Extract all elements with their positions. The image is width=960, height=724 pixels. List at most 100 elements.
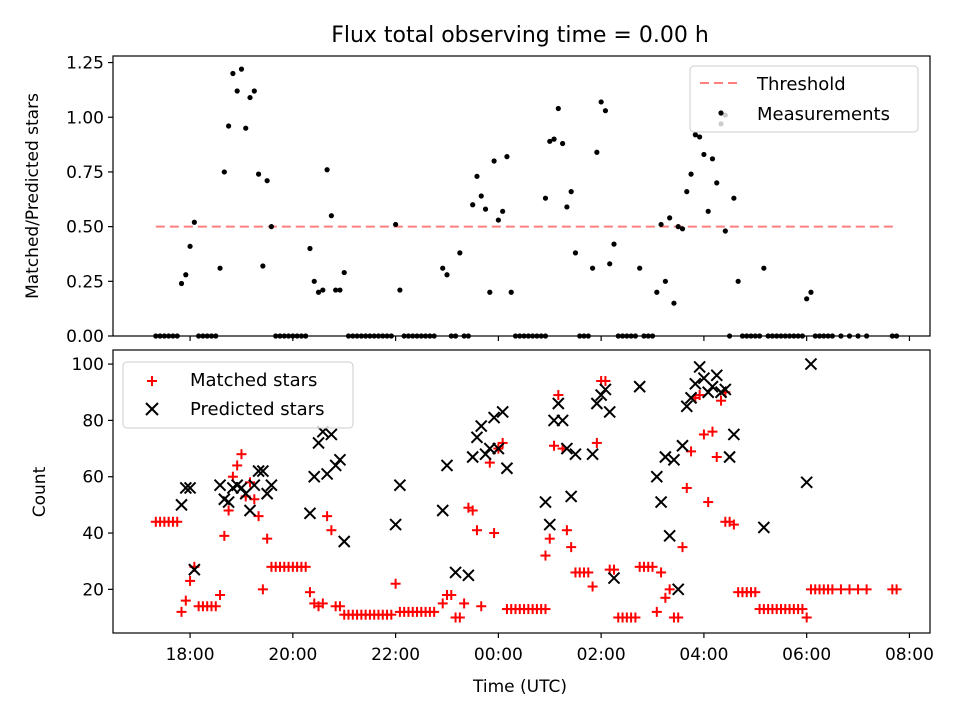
matched-star-point xyxy=(553,390,564,401)
matched-star-point xyxy=(587,581,598,592)
measurement-point xyxy=(457,250,463,256)
matched-star-point xyxy=(210,601,221,612)
matched-star-point xyxy=(681,482,692,493)
chart-title: Flux total observing time = 0.00 h xyxy=(331,23,709,48)
predicted-star-point xyxy=(188,563,201,576)
predicted-star-point xyxy=(663,529,676,543)
matched-star-point xyxy=(304,587,315,598)
measurement-point xyxy=(320,287,326,293)
measurement-point xyxy=(341,269,347,276)
matched-star-point xyxy=(454,612,465,623)
matched-star-point xyxy=(540,550,551,561)
matched-star-point xyxy=(566,542,577,553)
matched-star-point xyxy=(437,598,448,609)
measurement-point xyxy=(602,108,609,114)
measurement-point xyxy=(221,169,227,175)
matched-star-point xyxy=(300,561,311,572)
predicted-star-point xyxy=(312,436,325,450)
matched-star-point xyxy=(215,589,226,600)
predicted-star-point xyxy=(179,481,193,495)
matched-star-point xyxy=(660,592,671,603)
matched-star-point xyxy=(647,561,658,572)
measurement-point xyxy=(474,173,480,179)
measurement-point xyxy=(226,123,232,129)
matched-star-point xyxy=(703,497,714,508)
measurement-point xyxy=(397,287,403,293)
matched-star-point xyxy=(561,525,572,536)
bottom-x-axis: 18:00 20:00 22:00 00:00 02:00 04:00 06:00 08:00 xyxy=(166,633,934,665)
predicted-star-point xyxy=(556,414,569,427)
matched-star-point xyxy=(750,587,761,598)
measurement-point xyxy=(230,70,236,77)
top-y-tick-label: 1.00 xyxy=(66,108,104,128)
measurement-point xyxy=(572,250,579,256)
predicted-star-point xyxy=(543,518,556,531)
matched-star-point xyxy=(844,584,855,595)
matched-star-point xyxy=(386,609,397,620)
predicted-star-point xyxy=(449,566,462,579)
measurement-point xyxy=(654,289,660,295)
measurement-point xyxy=(560,140,566,147)
matched-star-point xyxy=(677,542,688,553)
predicted-star-point xyxy=(252,464,265,478)
measurement-point xyxy=(337,287,343,293)
measurement-point xyxy=(307,245,313,252)
top-legend: Threshold Measurements xyxy=(689,65,919,133)
measurement-point xyxy=(251,88,257,94)
predicted-star-point xyxy=(248,478,261,492)
bottom-panel: 20 40 60 80 100 18:00 20:00 22:00 00:00 02:00 04:… xyxy=(30,349,934,697)
predicted-star-point xyxy=(466,450,479,464)
matched-star-point xyxy=(476,601,487,612)
measurement-point xyxy=(478,193,484,199)
matched-star-point xyxy=(608,564,619,575)
predicted-star-point xyxy=(303,507,317,520)
measurement-point xyxy=(260,263,266,269)
measurement-point xyxy=(589,265,596,271)
measurement-point xyxy=(611,241,617,247)
measurement-point xyxy=(328,213,334,219)
top-y-tick-label: 0.25 xyxy=(66,272,104,292)
measurement-point xyxy=(264,178,270,184)
predicted-star-point xyxy=(243,504,257,517)
predicted-star-point xyxy=(603,405,616,419)
predicted-star-point xyxy=(175,498,188,512)
matched-star-point xyxy=(664,584,675,595)
measurement-point xyxy=(487,289,493,295)
top-panel: 0.00 0.25 0.50 0.75 1.00 1.25 Matched/Predict… xyxy=(23,54,931,347)
x-tick-label: 22:00 xyxy=(371,645,420,665)
measurement-point xyxy=(701,151,707,158)
predicted-star-point xyxy=(667,453,681,467)
bottom-y-axis-label: Count xyxy=(30,466,50,517)
matched-star-point xyxy=(853,584,864,595)
predicted-star-point xyxy=(265,478,278,492)
x-tick-label: 06:00 xyxy=(782,645,831,665)
matched-star-point xyxy=(583,567,594,578)
bottom-y-tick-label: 40 xyxy=(82,524,104,544)
measurement-point xyxy=(191,219,197,225)
predicted-star-point xyxy=(333,453,347,467)
measurement-point xyxy=(255,171,262,177)
predicted-star-point xyxy=(607,571,621,585)
threshold-legend-label: Threshold xyxy=(756,74,846,95)
matched-star-point xyxy=(334,601,345,612)
measurements-legend-swatch xyxy=(718,110,724,116)
measurement-point xyxy=(217,265,223,271)
x-tick-label: 02:00 xyxy=(577,645,626,665)
matched-star-point xyxy=(651,606,662,617)
matched-star-point xyxy=(827,584,838,595)
predicted-star-point xyxy=(338,535,351,548)
matched-star-point xyxy=(180,595,191,606)
top-y-tick-label: 1.25 xyxy=(66,54,104,74)
x-tick-label: 00:00 xyxy=(474,645,523,665)
measurement-point xyxy=(662,278,668,284)
top-y-tick-label: 0.00 xyxy=(66,327,104,347)
predicted-star-point xyxy=(689,377,702,390)
matched-star-point xyxy=(322,511,333,522)
measurement-point xyxy=(808,289,814,295)
measurement-point xyxy=(709,156,716,162)
matched-stars-legend-swatch xyxy=(147,376,157,386)
x-tick-label: 18:00 xyxy=(166,645,215,665)
bottom-legend-box xyxy=(122,361,354,429)
matched-star-point xyxy=(801,612,812,623)
top-x-ticks xyxy=(189,336,911,341)
